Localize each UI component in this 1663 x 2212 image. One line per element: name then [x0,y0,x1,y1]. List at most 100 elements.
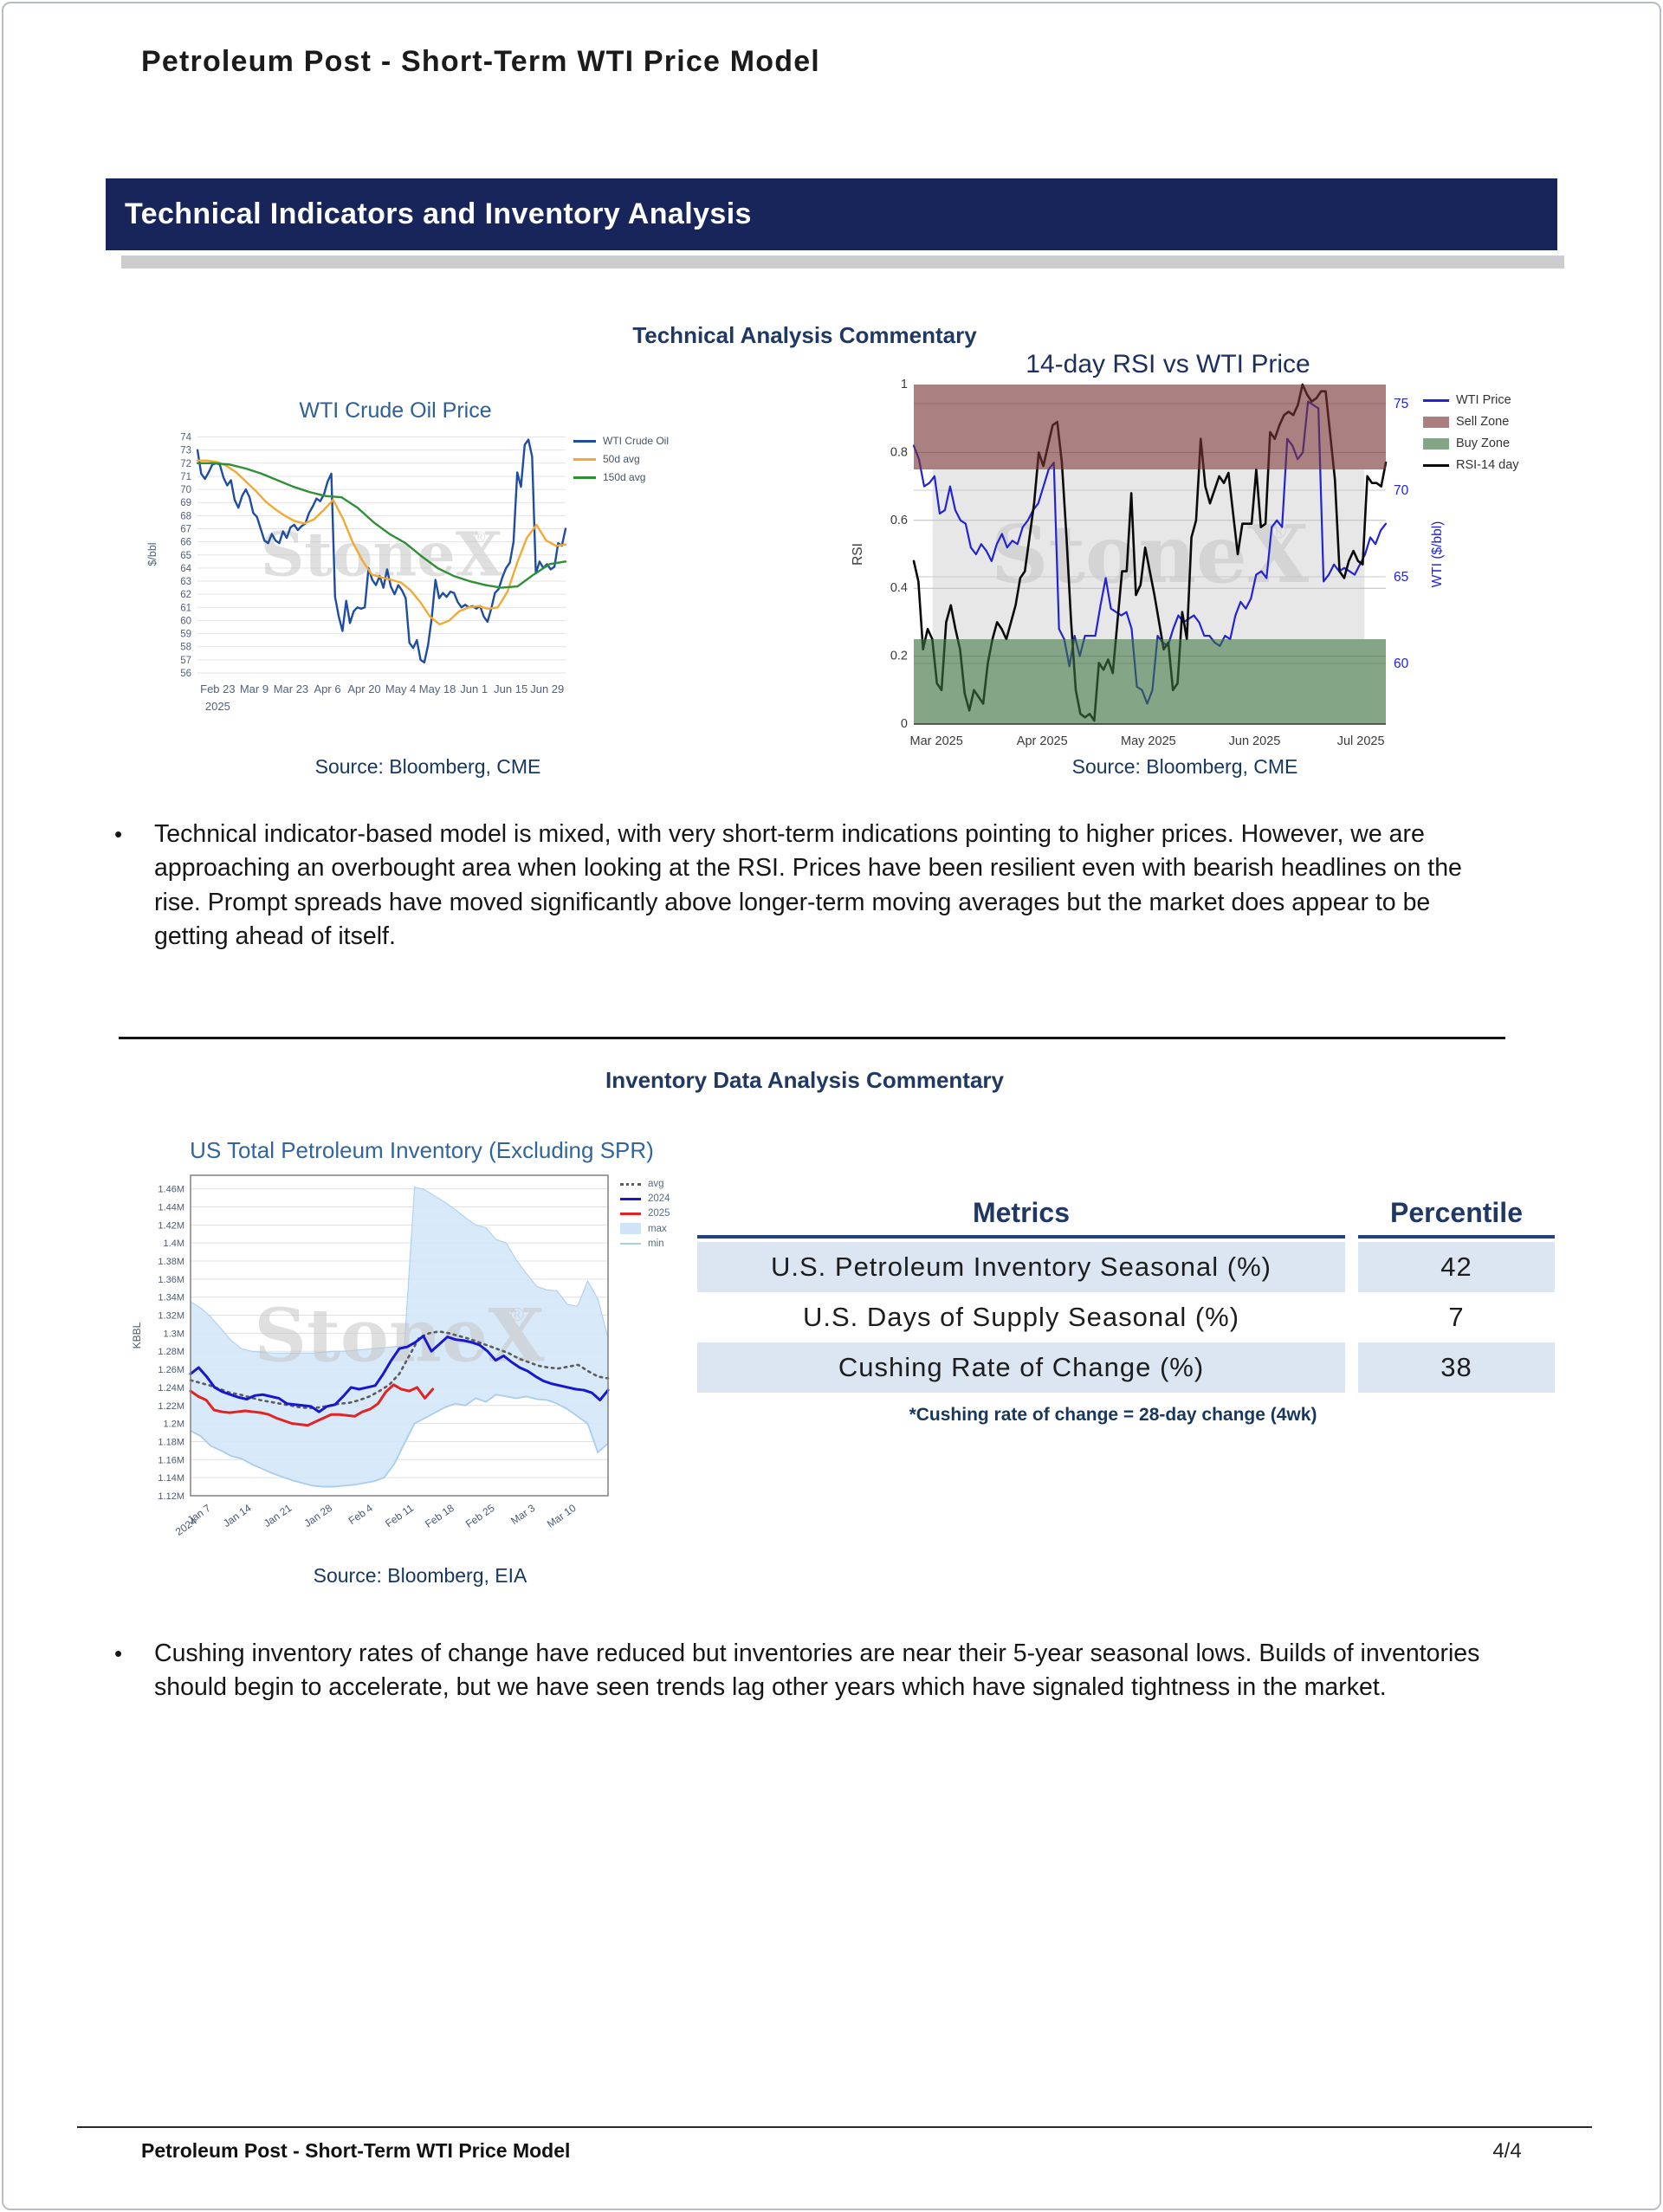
table-header-rule-metrics [697,1235,1345,1239]
svg-text:69: 69 [180,498,191,508]
svg-text:0.4: 0.4 [890,581,908,595]
svg-text:1.16M: 1.16M [158,1455,184,1465]
source-caption-cme-right: Source: Bloomberg, CME [1071,755,1298,778]
svg-text:2025: 2025 [205,700,230,713]
svg-text:0.8: 0.8 [890,445,908,459]
legend-label: 2024 [648,1193,670,1204]
svg-text:KBBL: KBBL [131,1322,143,1349]
svg-text:Jan 14: Jan 14 [221,1502,254,1530]
document-title: Petroleum Post - Short-Term WTI Price Mo… [141,45,820,78]
svg-text:Feb 25: Feb 25 [463,1502,497,1530]
bullet-marker [114,1637,154,1705]
section-divider [119,1037,1505,1039]
svg-text:65: 65 [1394,570,1408,585]
svg-text:StoneX: StoneX [991,508,1310,601]
legend-label: WTI Price [1456,393,1511,407]
legend-swatch-wti-price-line [1423,398,1449,402]
svg-text:1: 1 [901,378,908,391]
svg-text:Mar 2025: Mar 2025 [910,734,963,748]
chart-wti-crude-oil-price: StoneX ® 56 57 58 59 60 61 62 63 64 65 66 67 68 69 70 71 7… [130,379,702,766]
legend-item-sell-zone: Sell Zone [1423,415,1519,429]
bullet-text: Technical indicator-based model is mixed… [154,820,1462,950]
source-caption-eia: Source: Bloomberg, EIA [313,1564,527,1587]
legend-swatch-2024-line [620,1197,641,1200]
legend-label: Buy Zone [1456,437,1511,450]
svg-text:Jan 28: Jan 28 [302,1502,335,1530]
bullet-text: Cushing inventory rates of change have r… [154,1640,1480,1702]
svg-text:0.6: 0.6 [890,514,908,527]
bullet-technical-commentary: Technical indicator-based model is mixed… [114,818,1484,954]
legend-label: RSI-14 day [1456,458,1519,472]
legend-item-2025: 2025 [620,1208,670,1219]
svg-text:1.4M: 1.4M [164,1239,184,1249]
table-cell-percentile-row3: 38 [1358,1342,1555,1393]
section-banner: Technical Indicators and Inventory Analy… [106,178,1557,250]
svg-text:61: 61 [180,603,191,613]
legend-item-max: max [620,1223,670,1234]
svg-text:56: 56 [180,669,191,679]
svg-text:Mar 10: Mar 10 [545,1502,579,1530]
legend-label: avg [648,1179,664,1189]
svg-text:70: 70 [180,485,191,495]
legend-swatch-buy-zone-patch [1423,437,1449,450]
legend-label: 150d avg [603,471,646,483]
svg-text:57: 57 [180,656,191,666]
svg-text:68: 68 [180,511,191,521]
section-banner-text: Technical Indicators and Inventory Analy… [125,197,752,230]
wti-chart-canvas: StoneX®565758596061626364656667686970717… [146,398,567,713]
svg-text:1.46M: 1.46M [158,1185,184,1195]
legend-item-buy-zone: Buy Zone [1423,437,1519,450]
svg-text:US Total Petroleum Inventory (: US Total Petroleum Inventory (Excluding … [190,1137,654,1163]
svg-text:Feb 4: Feb 4 [346,1502,375,1527]
svg-text:1.18M: 1.18M [158,1437,184,1447]
svg-text:70: 70 [1394,483,1409,498]
legend-item-50d-avg: 50d avg [573,453,669,465]
svg-text:73: 73 [180,446,191,456]
footer-page-number: 4/4 [1492,2139,1522,2163]
heading-inventory-analysis: Inventory Data Analysis Commentary [605,1067,1004,1093]
svg-text:1.28M: 1.28M [158,1347,184,1357]
svg-text:Feb 18: Feb 18 [423,1502,456,1530]
svg-text:Feb 11: Feb 11 [383,1502,416,1530]
footer-divider [77,2126,1592,2128]
source-caption-cme-left: Source: Bloomberg, CME [314,755,541,778]
svg-text:Mar 9: Mar 9 [240,682,269,695]
legend-swatch-wti-line [573,439,596,443]
svg-text:May 4: May 4 [385,682,416,695]
svg-text:1.34M: 1.34M [158,1293,184,1303]
svg-text:Jun 15: Jun 15 [494,682,527,695]
svg-text:1.24M: 1.24M [158,1383,184,1394]
inventory-chart-canvas: StoneX® 1.46M 1.44M 1.42M 1.4M 1.38M 1.36M 1.34… [131,1137,654,1538]
legend-label: Sell Zone [1456,415,1510,429]
svg-text:74: 74 [180,433,191,443]
svg-text:1.3M: 1.3M [164,1329,184,1339]
legend-item-wti-crude-oil: WTI Crude Oil [573,435,669,447]
svg-text:59: 59 [180,630,191,640]
svg-text:62: 62 [180,590,191,600]
table-cell-percentile-row2: 7 [1448,1302,1465,1332]
legend-swatch-rsi-line [1423,463,1449,467]
svg-text:Apr 6: Apr 6 [314,682,340,695]
legend-swatch-avg-dotted [620,1182,641,1186]
svg-text:72: 72 [180,459,191,469]
svg-text:1.38M: 1.38M [158,1257,184,1267]
svg-text:60: 60 [1394,656,1409,671]
legend-label: max [648,1223,667,1234]
legend-item-min: min [620,1239,670,1249]
table-header-rule-percentile [1358,1235,1555,1239]
chart-inventory-legend: avg 2024 2025 max min [620,1179,670,1249]
svg-text:Apr 20: Apr 20 [347,682,380,695]
table-header-percentile: Percentile [1390,1197,1523,1228]
svg-text:0.2: 0.2 [890,650,908,663]
svg-text:1.36M: 1.36M [158,1275,184,1285]
svg-text:RSI: RSI [851,543,865,566]
svg-text:14-day RSI vs WTI Price: 14-day RSI vs WTI Price [1026,350,1310,378]
table-cell-metric-row2: U.S. Days of Supply Seasonal (%) [802,1302,1240,1332]
legend-item-rsi-14-day: RSI-14 day [1423,458,1519,472]
legend-label: WTI Crude Oil [603,435,670,447]
svg-text:0: 0 [901,717,908,731]
svg-text:1.2M: 1.2M [164,1420,184,1430]
svg-text:63: 63 [180,577,191,587]
legend-swatch-sell-zone-patch [1423,416,1449,428]
